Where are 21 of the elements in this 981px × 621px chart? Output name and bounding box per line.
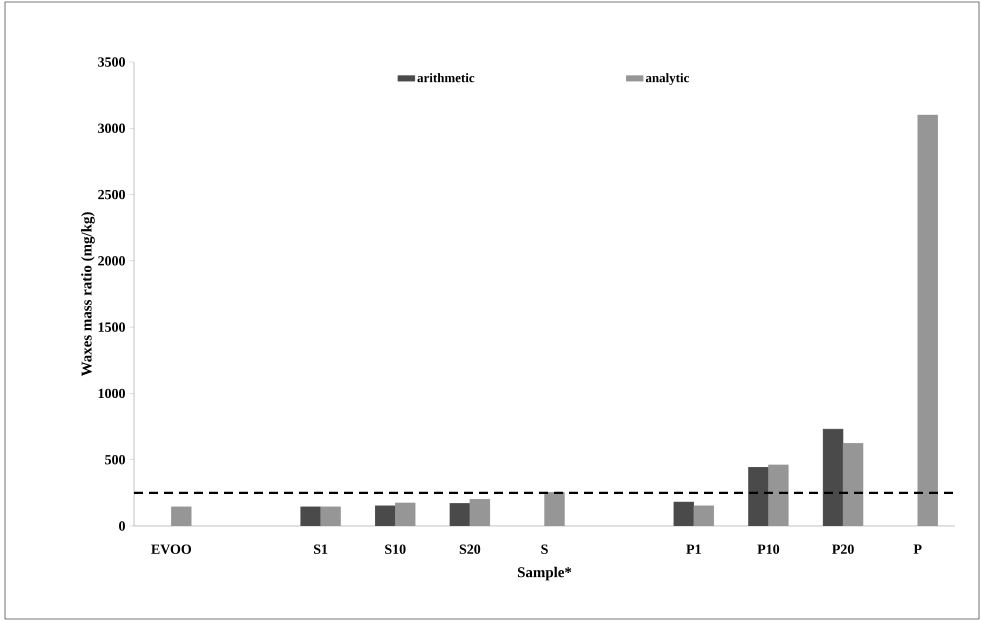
x-tick-label: P1 [686, 544, 701, 554]
y-tick-label: 2000 [98, 256, 125, 266]
y-tick-label: 0 [119, 521, 125, 531]
x-axis-title: Sample* [518, 566, 572, 580]
x-tick-label: P20 [832, 544, 854, 554]
y-tick-label: 2500 [98, 190, 125, 200]
x-tick-label: P [914, 544, 922, 554]
x-tick-label: S [541, 544, 548, 554]
y-tick-label: 3500 [98, 57, 125, 67]
y-tick-label: 1500 [98, 322, 125, 332]
x-tick-label: S10 [385, 544, 406, 554]
y-tick-label: 3000 [98, 124, 125, 133]
x-tick-label: EVOO [151, 544, 192, 554]
y-tick-label: 1000 [98, 388, 125, 398]
x-tick-label: S20 [460, 544, 480, 554]
y-axis-title: Waxes mass ratio (mg/kg) [81, 212, 95, 376]
x-tick-label: P10 [757, 544, 780, 554]
legend-label: analytic [646, 73, 690, 85]
y-tick-label: 500 [105, 454, 125, 464]
x-tick-label: S1 [314, 544, 328, 554]
legend-label: arithmetic [418, 73, 474, 82]
